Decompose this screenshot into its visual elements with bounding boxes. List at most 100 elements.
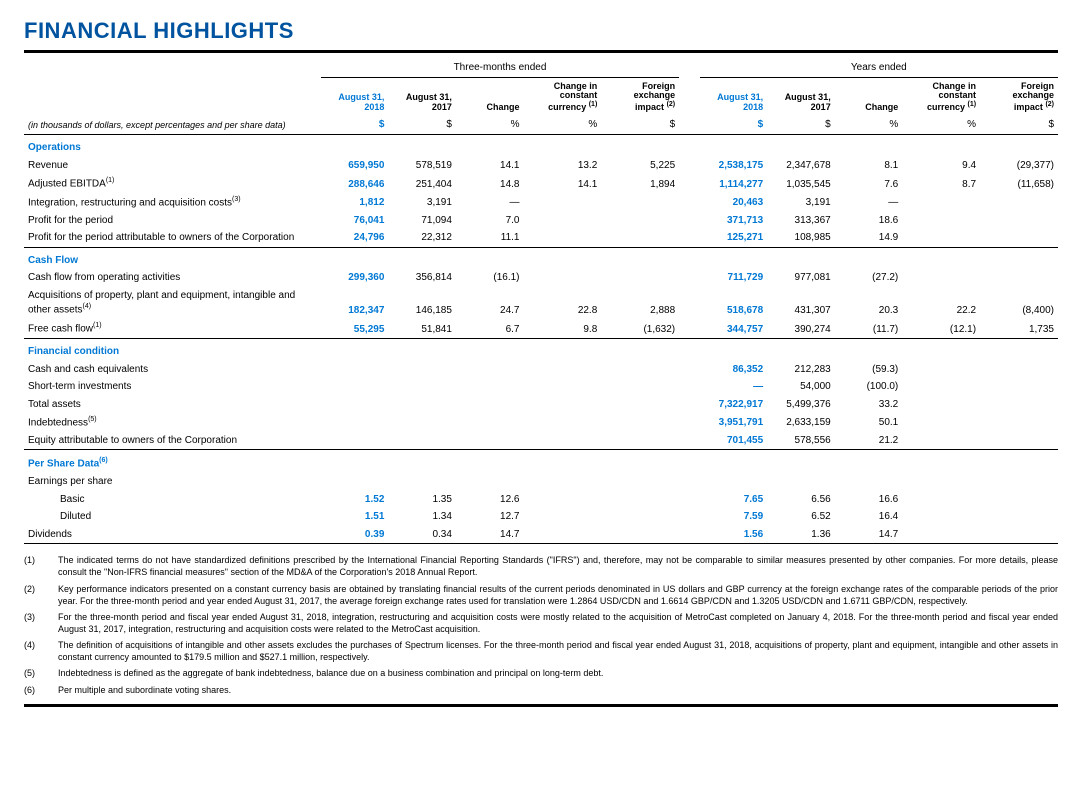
cell [902, 193, 980, 212]
cell: 76,041 [321, 212, 389, 230]
unit: % [902, 115, 980, 135]
cell [601, 212, 679, 230]
table-caption: (in thousands of dollars, except percent… [24, 115, 321, 135]
cell: 14.7 [835, 526, 903, 544]
cell: 371,713 [700, 212, 768, 230]
section-fincond: Financial condition [24, 339, 1058, 361]
footnotes: (1)The indicated terms do not have stand… [24, 554, 1058, 695]
cell: 251,404 [388, 174, 456, 193]
units-row: (in thousands of dollars, except percent… [24, 115, 1058, 135]
cell: 16.6 [835, 491, 903, 509]
cell [902, 378, 980, 396]
cell: (16.1) [456, 269, 524, 287]
cell [902, 396, 980, 414]
hdr-three-months: Three-months ended [321, 59, 679, 77]
footnote-text: For the three-month period and fiscal ye… [58, 611, 1058, 635]
eps-label: Earnings per share [24, 473, 1058, 491]
cell [601, 229, 679, 247]
section-cashflow: Cash Flow [24, 247, 1058, 269]
cell [523, 269, 601, 287]
cell: 71,094 [388, 212, 456, 230]
cell: 1,812 [321, 193, 389, 212]
cell [523, 212, 601, 230]
cell: 22.2 [902, 287, 980, 319]
footnote-num: (2) [24, 583, 58, 607]
cell: 2,888 [601, 287, 679, 319]
cell [902, 361, 980, 379]
cell: 24.7 [456, 287, 524, 319]
financial-table: Three-months ended Years ended August 31… [24, 59, 1058, 544]
row-label: Total assets [24, 396, 321, 414]
cell: 1.36 [767, 526, 835, 544]
row-stinv: Short-term investments —54,000(100.0) [24, 378, 1058, 396]
col-y-cc: Change inconstantcurrency (1) [902, 77, 980, 115]
cell: 2,538,175 [700, 157, 768, 175]
unit: $ [700, 115, 768, 135]
col-y-aug18: August 31,2018 [700, 77, 768, 115]
cell: 5,225 [601, 157, 679, 175]
cell: 6.7 [456, 319, 524, 338]
row-label: Equity attributable to owners of the Cor… [24, 432, 321, 450]
footnote-num: (1) [24, 554, 58, 578]
cell: 7.0 [456, 212, 524, 230]
cell: 299,360 [321, 269, 389, 287]
unit: % [456, 115, 524, 135]
cell: 313,367 [767, 212, 835, 230]
cell: 7.65 [700, 491, 768, 509]
cell: 1.35 [388, 491, 456, 509]
cell: 431,307 [767, 287, 835, 319]
footnote: (6)Per multiple and subordinate voting s… [24, 684, 1058, 696]
cell: 1,114,277 [700, 174, 768, 193]
footnote-text: Per multiple and subordinate voting shar… [58, 684, 1058, 696]
row-label: Profit for the period attributable to ow… [24, 229, 321, 247]
col-q-aug17: August 31,2017 [388, 77, 456, 115]
cell: 977,081 [767, 269, 835, 287]
cell: 1.56 [700, 526, 768, 544]
section-operations: Operations [24, 135, 1058, 157]
unit: % [835, 115, 903, 135]
footnote: (5)Indebtedness is defined as the aggreg… [24, 667, 1058, 679]
unit: $ [601, 115, 679, 135]
col-y-aug17: August 31,2017 [767, 77, 835, 115]
cell: 7.6 [835, 174, 903, 193]
cell [980, 212, 1058, 230]
section-pershare: Per Share Data(6) [24, 450, 1058, 473]
cell: 12.6 [456, 491, 524, 509]
cell: 86,352 [700, 361, 768, 379]
row-label: Profit for the period [24, 212, 321, 230]
cell: 8.7 [902, 174, 980, 193]
row-label: Free cash flow(1) [24, 319, 321, 338]
cell [980, 361, 1058, 379]
cell: 12.7 [456, 508, 524, 526]
cell [902, 229, 980, 247]
cell [980, 193, 1058, 212]
rule-bottom [24, 704, 1058, 707]
row-tassets: Total assets 7,322,9175,499,37633.2 [24, 396, 1058, 414]
cell: 356,814 [388, 269, 456, 287]
cell: 3,951,791 [700, 413, 768, 432]
cell [601, 193, 679, 212]
unit: $ [321, 115, 389, 135]
row-label: Cash and cash equivalents [24, 361, 321, 379]
cell: 5,499,376 [767, 396, 835, 414]
cell [980, 378, 1058, 396]
row-label: Integration, restructuring and acquisiti… [24, 193, 321, 212]
row-profit-owners: Profit for the period attributable to ow… [24, 229, 1058, 247]
col-y-fx: Foreignexchangeimpact (2) [980, 77, 1058, 115]
row-equity: Equity attributable to owners of the Cor… [24, 432, 1058, 450]
footnote-num: (3) [24, 611, 58, 635]
row-label: Indebtedness(5) [24, 413, 321, 432]
cell: 659,950 [321, 157, 389, 175]
cell [980, 432, 1058, 450]
rule-top [24, 50, 1058, 53]
cell: 7.59 [700, 508, 768, 526]
row-basic: Basic 1.521.3512.6 7.656.5616.6 [24, 491, 1058, 509]
row-indebt: Indebtedness(5) 3,951,7912,633,15950.1 [24, 413, 1058, 432]
cell: 18.6 [835, 212, 903, 230]
cell: — [456, 193, 524, 212]
cell: 182,347 [321, 287, 389, 319]
cell: — [835, 193, 903, 212]
unit: $ [767, 115, 835, 135]
footnote-text: Indebtedness is defined as the aggregate… [58, 667, 1058, 679]
cell: (100.0) [835, 378, 903, 396]
